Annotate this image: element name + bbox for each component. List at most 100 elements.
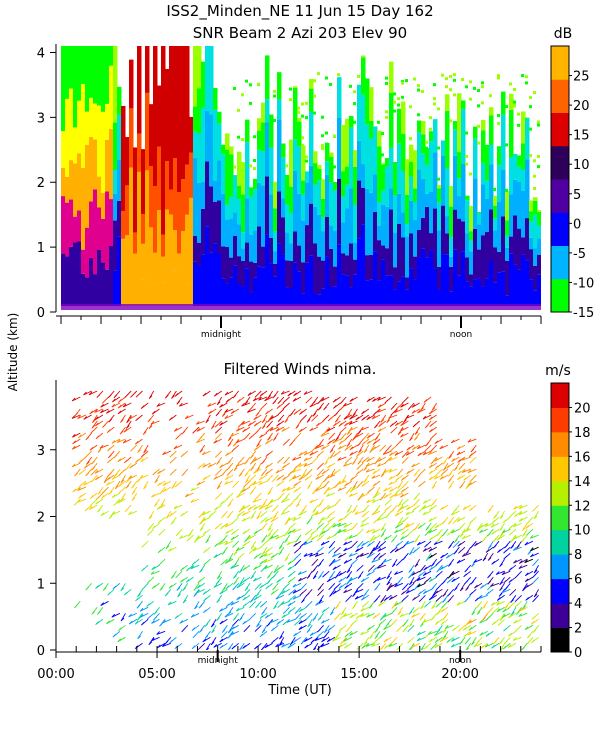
- wind-barb: [237, 420, 245, 428]
- wind-barb: [417, 570, 426, 578]
- snr-cell: [481, 184, 486, 236]
- wind-barb: [338, 642, 347, 649]
- wind-barb: [272, 510, 279, 519]
- wind-barb: [382, 558, 392, 563]
- snr-cell: [61, 131, 66, 168]
- snr-cell: [353, 242, 358, 260]
- wind-barb: [374, 625, 381, 633]
- wind-barb: [202, 462, 211, 468]
- wind-barb: [388, 642, 398, 648]
- wind-barb: [277, 492, 285, 501]
- wind-barb: [316, 450, 324, 458]
- wind-barb: [457, 468, 466, 475]
- wind-barb: [450, 528, 460, 534]
- wind-barb: [219, 618, 228, 625]
- snr-cell: [321, 231, 326, 261]
- snr-cell: [509, 93, 514, 110]
- wind-barb: [373, 516, 381, 524]
- snr-cell: [173, 158, 178, 231]
- wind-barb: [139, 606, 149, 612]
- wind-barb: [371, 546, 381, 552]
- wind-barb: [230, 600, 239, 606]
- wind-barb: [169, 456, 177, 464]
- wind-barb: [346, 504, 353, 513]
- snr-cell: [401, 133, 406, 171]
- wind-barb: [207, 402, 217, 407]
- snr-cell: [413, 77, 416, 81]
- snr-cell: [309, 111, 314, 166]
- wind-barb: [272, 432, 279, 441]
- wind-barb: [397, 504, 404, 513]
- wind-barb: [430, 583, 438, 591]
- snr-colorbar-label: 0: [573, 217, 581, 232]
- wind-barb: [390, 426, 398, 434]
- wind-barb: [340, 637, 347, 645]
- snr-cell: [409, 176, 414, 201]
- snr-cell: [469, 231, 474, 241]
- wind-barb: [261, 420, 268, 430]
- wind-barb: [265, 450, 273, 458]
- snr-cell: [493, 205, 498, 219]
- wind-barb: [294, 432, 302, 440]
- wind-barb: [255, 408, 262, 417]
- snr-cell: [433, 268, 438, 306]
- wind-barb: [237, 552, 245, 560]
- snr-cell: [481, 235, 486, 287]
- wind-barb: [96, 492, 104, 500]
- wind-barb: [135, 390, 143, 398]
- snr-cell: [253, 277, 258, 306]
- wind-barb: [282, 618, 290, 626]
- wind-barb: [101, 486, 109, 494]
- wind-barb: [111, 402, 121, 408]
- wind-barb: [533, 510, 539, 520]
- wind-barb: [168, 582, 177, 589]
- wind-barb: [78, 492, 87, 499]
- wind-barb: [468, 480, 477, 486]
- wind-barb: [157, 468, 166, 475]
- wind-barb: [532, 576, 539, 585]
- wind-barb: [390, 402, 398, 410]
- snr-cell: [445, 85, 448, 89]
- wind-barb: [95, 498, 104, 505]
- snr-cell: [489, 209, 494, 261]
- snr-cell: [513, 100, 516, 104]
- wind-barb: [514, 510, 522, 518]
- wind-barb: [196, 582, 205, 589]
- wind-barb: [269, 618, 279, 624]
- winds-colorbar-label: 6: [574, 573, 582, 588]
- wind-barb: [317, 613, 324, 621]
- wind-barb: [368, 601, 375, 609]
- wind-barb: [424, 528, 432, 537]
- snr-cell: [289, 287, 294, 306]
- wind-barb: [259, 516, 268, 524]
- snr-colorbar-label: 20: [573, 99, 590, 114]
- wind-barb: [504, 583, 511, 591]
- snr-cell: [413, 279, 418, 306]
- wind-barb: [230, 624, 239, 631]
- snr-cell: [225, 219, 230, 247]
- wind-barb: [202, 636, 211, 643]
- wind-barb: [371, 558, 381, 563]
- wind-barb: [276, 480, 285, 487]
- snr-cell: [481, 286, 486, 306]
- wind-barb: [280, 390, 290, 395]
- snr-cell: [477, 213, 482, 225]
- wind-barb: [117, 636, 126, 643]
- wind-barb: [322, 570, 330, 578]
- wind-barb: [378, 540, 387, 548]
- snr-cell: [401, 81, 404, 85]
- snr-cell: [509, 82, 512, 86]
- wind-barb: [298, 426, 307, 433]
- wind-barb: [513, 534, 522, 540]
- wind-barb: [333, 468, 341, 475]
- wind-barb: [504, 601, 511, 609]
- wind-barb: [329, 450, 336, 459]
- wind-barb: [271, 474, 279, 483]
- wind-barb: [366, 624, 375, 631]
- wind-barb: [94, 420, 104, 427]
- snr-cell: [465, 131, 468, 135]
- wind-barb: [316, 534, 324, 542]
- wind-barb: [321, 468, 330, 475]
- wind-barb: [333, 582, 341, 590]
- wind-barb: [496, 600, 505, 606]
